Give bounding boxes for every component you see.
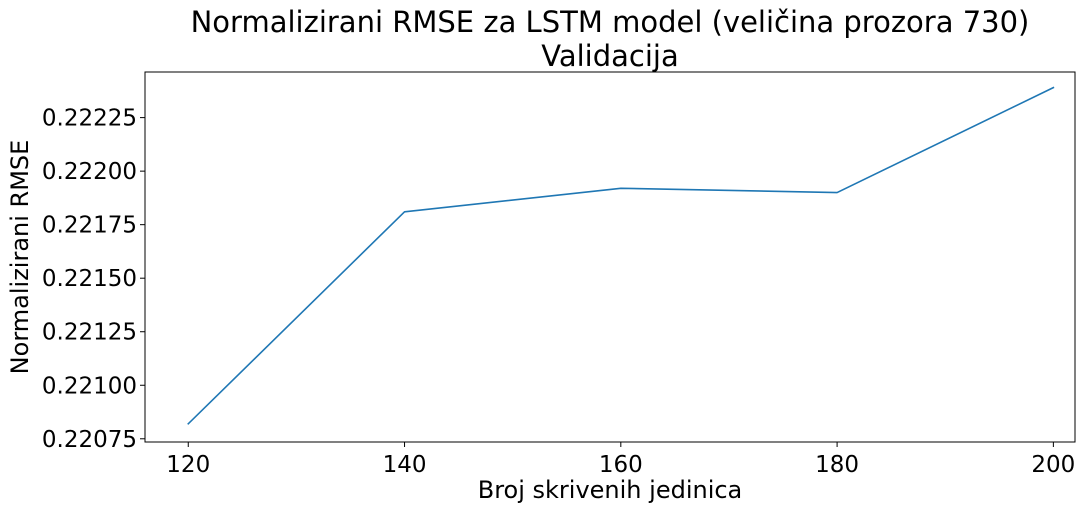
series-line bbox=[187, 86, 1055, 425]
x-tick-label: 120 bbox=[166, 452, 210, 478]
x-tick-label: 140 bbox=[383, 452, 427, 478]
y-tick-label: 0.22150 bbox=[42, 266, 137, 292]
y-tick-label: 0.22175 bbox=[42, 213, 137, 239]
y-tick-label: 0.22125 bbox=[42, 320, 137, 346]
y-tick-label: 0.22100 bbox=[42, 373, 137, 399]
plot-area: 120 140 160 180 200 0.22075 0.22100 0.22125 0.22… bbox=[42, 71, 1076, 478]
x-tick-label: 180 bbox=[815, 452, 859, 478]
y-tick-label: 0.22075 bbox=[42, 427, 137, 453]
chart-title-line-2: Validacija bbox=[541, 39, 678, 73]
y-axis-label: Normalizirani RMSE bbox=[6, 140, 34, 375]
x-tick-label: 200 bbox=[1031, 452, 1075, 478]
y-tick-label: 0.22200 bbox=[42, 159, 137, 185]
x-axis-label: Broj skrivenih jedinica bbox=[478, 476, 743, 504]
plot-frame bbox=[144, 71, 1076, 443]
y-tick-label: 0.22225 bbox=[42, 106, 137, 132]
chart-title-line-1: Normalizirani RMSE za LSTM model (veliči… bbox=[191, 5, 1030, 39]
x-tick-label: 160 bbox=[599, 452, 643, 478]
